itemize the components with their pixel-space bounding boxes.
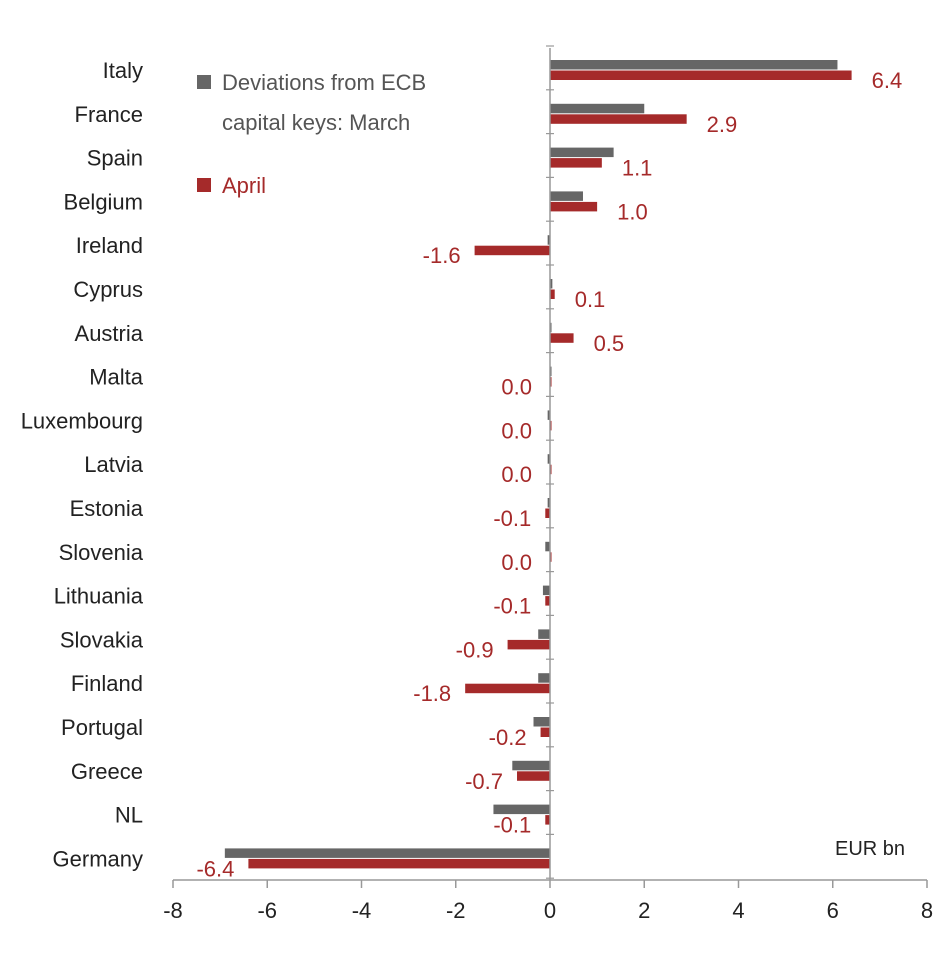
category-label: Slovakia [60, 627, 144, 652]
bar-march [547, 498, 550, 508]
data-label: 1.0 [617, 199, 648, 224]
category-label: Ireland [76, 233, 143, 258]
bar-april [550, 114, 687, 124]
x-tick-label: 2 [638, 898, 650, 923]
x-tick-label: -2 [446, 898, 466, 923]
data-label: 1.1 [622, 156, 653, 181]
bar-april [474, 245, 550, 256]
category-label: Latvia [84, 452, 143, 477]
category-label: Greece [71, 759, 143, 784]
category-label: Portugal [61, 715, 143, 740]
legend: Deviations from ECB capital keys: March … [197, 70, 426, 198]
category-label: Luxembourg [21, 408, 143, 433]
category-label: Germany [53, 846, 143, 871]
bar-march [512, 760, 550, 771]
data-label: 0.0 [501, 375, 532, 400]
x-tick-label: 6 [827, 898, 839, 923]
legend-swatch-april [197, 178, 211, 192]
category-label: Austria [75, 321, 144, 346]
x-tick-label: -8 [163, 898, 183, 923]
bar-march [547, 235, 550, 245]
bar-april [545, 596, 550, 606]
bar-april [550, 158, 602, 168]
data-label: 0.5 [594, 331, 625, 356]
x-tick-label: 4 [732, 898, 744, 923]
legend-swatch-march [197, 75, 211, 89]
unit-label: EUR bn [835, 838, 905, 860]
axis-layer: -8 -6 -4 -2 0 2 4 6 8 [163, 45, 933, 923]
legend-label-march-line1: Deviations from ECB [222, 70, 426, 95]
data-label: 0.0 [501, 550, 532, 575]
data-label: -1.6 [423, 243, 461, 268]
data-label: 0.1 [575, 287, 606, 312]
data-label: -0.1 [493, 813, 531, 838]
data-label: -0.2 [489, 725, 527, 750]
x-tick-label: -6 [257, 898, 277, 923]
legend-label-march-line2: capital keys: March [222, 110, 410, 135]
data-label: 2.9 [707, 112, 738, 137]
bar-march [550, 147, 614, 158]
data-label: 0.0 [501, 418, 532, 443]
bar-april [465, 683, 550, 694]
data-label: -0.7 [465, 769, 503, 794]
category-label: Spain [87, 146, 143, 171]
category-label: Slovenia [59, 540, 144, 565]
bar-march [542, 585, 550, 596]
bar-march [550, 60, 838, 70]
bar-april [550, 201, 598, 212]
bar-march [533, 717, 550, 727]
category-label: Finland [71, 671, 143, 696]
category-label: Malta [89, 365, 144, 390]
bar-march [545, 541, 550, 552]
bar-march [538, 673, 550, 683]
labels-layer: Italy 6.4 France 2.9 Spain 1.1 Belgium 1.0 Irela… [21, 58, 903, 881]
x-tick-label: -4 [352, 898, 372, 923]
bar-april [517, 771, 550, 781]
bar-march [550, 191, 583, 201]
legend-label-april: April [222, 173, 266, 198]
bars-layer [224, 60, 852, 869]
bar-march [550, 103, 645, 114]
bar-april [550, 70, 852, 80]
data-label: -6.4 [196, 856, 234, 881]
bar-march [547, 410, 550, 420]
bar-april [550, 333, 574, 343]
data-label: -1.8 [413, 681, 451, 706]
bar-april [540, 727, 550, 737]
category-label: Belgium [64, 189, 143, 214]
category-label: Cyprus [73, 277, 143, 302]
bar-march [538, 629, 550, 639]
category-label: NL [115, 803, 143, 828]
category-label: Estonia [70, 496, 144, 521]
data-label: 6.4 [872, 68, 903, 93]
category-label: France [75, 102, 143, 127]
data-label: 0.0 [501, 462, 532, 487]
data-label: -0.1 [493, 506, 531, 531]
bar-march [224, 848, 550, 858]
bar-april [545, 815, 550, 825]
data-label: -0.9 [456, 637, 494, 662]
bar-april [507, 639, 550, 650]
bar-april [550, 289, 555, 299]
x-tick-label: 8 [921, 898, 933, 923]
bar-march [493, 804, 550, 815]
bar-april [248, 858, 550, 869]
bar-march [547, 454, 550, 464]
data-label: -0.1 [493, 594, 531, 619]
x-tick-label: 0 [544, 898, 556, 923]
category-label: Lithuania [54, 584, 144, 609]
category-label: Italy [103, 58, 143, 83]
bar-march [550, 279, 553, 289]
bar-april [545, 508, 550, 518]
